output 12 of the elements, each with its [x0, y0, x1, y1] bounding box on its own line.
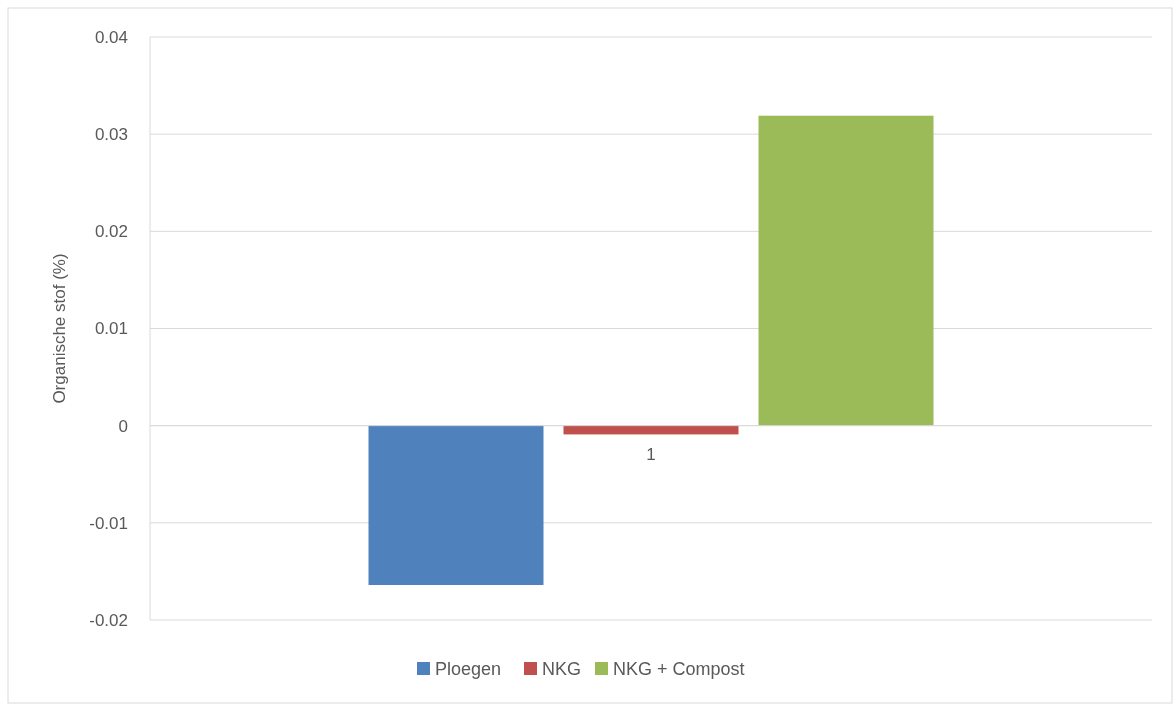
y-axis-title: Organische stof (%)	[50, 253, 69, 404]
y-tick-label: 0.03	[94, 125, 128, 145]
y-tick-label: 0	[118, 416, 128, 436]
y-tick-label: 0.01	[94, 319, 128, 339]
x-tick-label: 1	[646, 444, 656, 464]
legend-label: NKG + Compost	[613, 659, 745, 680]
y-tick-label: 0.04	[94, 27, 128, 47]
y-tick-label: -0.02	[89, 610, 128, 630]
legend-label: NKG	[542, 659, 582, 680]
legend-label: Ploegen	[435, 659, 502, 680]
y-tick-label: 0.02	[94, 222, 128, 242]
y-tick-label: -0.01	[89, 513, 128, 533]
